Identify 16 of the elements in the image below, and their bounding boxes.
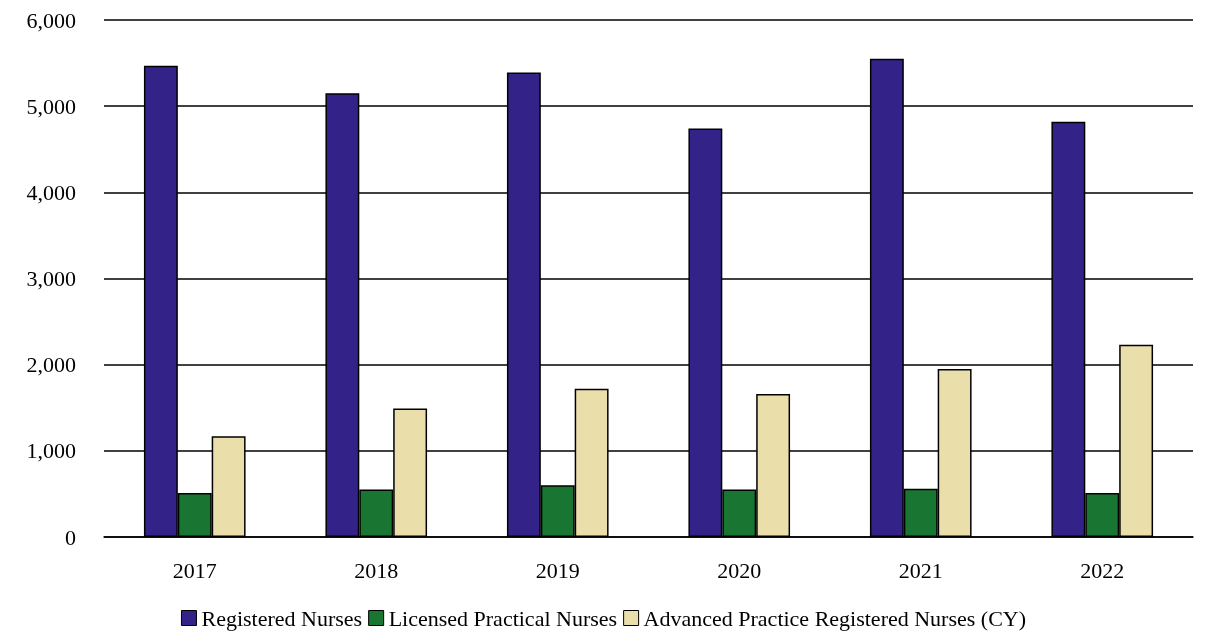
x-tick-label: 2020 (717, 557, 762, 583)
y-tick-label: 1,000 (26, 438, 76, 464)
y-tick-label: 3,000 (26, 266, 76, 291)
legend-label: Advanced Practice Registered Nurses (CY) (643, 605, 1027, 631)
y-tick-label: 6,000 (26, 7, 76, 33)
x-tick-label: 2019 (535, 557, 580, 583)
legend-label: Licensed Practical Nurses (388, 605, 618, 631)
y-tick-label: 2,000 (26, 352, 76, 378)
legend-label: Registered Nurses (201, 605, 363, 631)
x-tick-label: 2017 (172, 557, 217, 583)
x-tick-label: 2018 (354, 557, 399, 583)
y-tick-label: 4,000 (26, 179, 76, 205)
x-tick-label: 2021 (898, 557, 943, 583)
y-tick-label: 5,000 (26, 93, 76, 119)
y-tick-label: 0 (65, 524, 76, 550)
x-tick-label: 2022 (1080, 557, 1125, 583)
